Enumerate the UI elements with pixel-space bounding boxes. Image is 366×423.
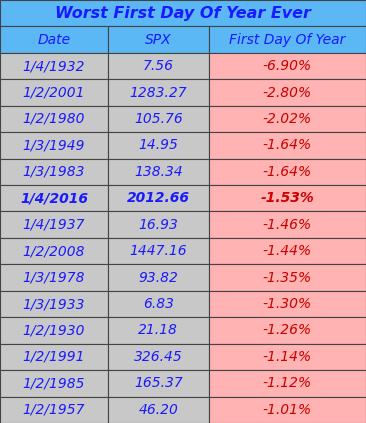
Text: -1.64%: -1.64% (263, 165, 312, 179)
Bar (108, 238, 209, 264)
Text: 46.20: 46.20 (138, 403, 178, 417)
Text: 2012.66: 2012.66 (127, 191, 190, 205)
Text: 105.76: 105.76 (134, 112, 183, 126)
Bar (209, 291, 366, 317)
Text: -2.80%: -2.80% (263, 85, 312, 99)
Bar (108, 291, 209, 317)
Bar (108, 106, 209, 132)
Text: 1/3/1983: 1/3/1983 (23, 165, 85, 179)
Bar (209, 264, 366, 291)
Bar (0, 317, 108, 343)
Bar (0, 370, 108, 397)
Bar (0, 106, 108, 132)
Text: 1/2/1980: 1/2/1980 (23, 112, 85, 126)
Text: -1.44%: -1.44% (263, 244, 312, 258)
Bar (0, 397, 108, 423)
Text: 326.45: 326.45 (134, 350, 183, 364)
Text: -1.01%: -1.01% (263, 403, 312, 417)
Text: 1/4/2016: 1/4/2016 (20, 191, 88, 205)
Text: 1/4/1932: 1/4/1932 (23, 59, 85, 73)
Bar (108, 317, 209, 343)
Text: -6.90%: -6.90% (263, 59, 312, 73)
Text: 1/2/1930: 1/2/1930 (23, 324, 85, 338)
Bar (209, 27, 366, 53)
Bar (0, 159, 108, 185)
Text: -1.30%: -1.30% (263, 297, 312, 311)
Bar (209, 238, 366, 264)
Bar (0, 27, 108, 53)
Text: 1/2/1991: 1/2/1991 (23, 350, 85, 364)
Text: 165.37: 165.37 (134, 376, 183, 390)
Text: Date: Date (37, 33, 71, 47)
Text: 138.34: 138.34 (134, 165, 183, 179)
Bar (209, 53, 366, 80)
Text: 1/2/1985: 1/2/1985 (23, 376, 85, 390)
Text: 14.95: 14.95 (138, 138, 178, 152)
Text: -1.46%: -1.46% (263, 218, 312, 232)
Text: 7.56: 7.56 (143, 59, 174, 73)
Text: 1/2/1957: 1/2/1957 (23, 403, 85, 417)
Text: 1/2/2008: 1/2/2008 (23, 244, 85, 258)
Text: 1447.16: 1447.16 (130, 244, 187, 258)
Bar (209, 159, 366, 185)
Text: -1.26%: -1.26% (263, 324, 312, 338)
Bar (108, 80, 209, 106)
Text: -1.14%: -1.14% (263, 350, 312, 364)
Bar (108, 27, 209, 53)
Text: 21.18: 21.18 (138, 324, 178, 338)
Text: 1/4/1937: 1/4/1937 (23, 218, 85, 232)
Bar (0, 264, 108, 291)
Bar (209, 317, 366, 343)
Bar (0, 0, 366, 27)
Bar (108, 53, 209, 80)
Text: -1.12%: -1.12% (263, 376, 312, 390)
Text: -2.02%: -2.02% (263, 112, 312, 126)
Bar (0, 132, 108, 159)
Bar (108, 370, 209, 397)
Text: First Day Of Year: First Day Of Year (229, 33, 346, 47)
Bar (108, 159, 209, 185)
Bar (209, 397, 366, 423)
Text: SPX: SPX (145, 33, 172, 47)
Bar (209, 185, 366, 212)
Text: 1/3/1933: 1/3/1933 (23, 297, 85, 311)
Bar (209, 80, 366, 106)
Bar (0, 343, 108, 370)
Bar (0, 238, 108, 264)
Text: 1/2/2001: 1/2/2001 (23, 85, 85, 99)
Bar (209, 212, 366, 238)
Text: -1.35%: -1.35% (263, 271, 312, 285)
Bar (0, 53, 108, 80)
Text: 1/3/1949: 1/3/1949 (23, 138, 85, 152)
Bar (108, 132, 209, 159)
Text: 1283.27: 1283.27 (130, 85, 187, 99)
Text: 93.82: 93.82 (138, 271, 178, 285)
Bar (108, 343, 209, 370)
Bar (0, 185, 108, 212)
Bar (108, 264, 209, 291)
Bar (108, 185, 209, 212)
Bar (209, 106, 366, 132)
Text: 1/3/1978: 1/3/1978 (23, 271, 85, 285)
Text: Worst First Day Of Year Ever: Worst First Day Of Year Ever (55, 6, 311, 21)
Bar (108, 212, 209, 238)
Text: -1.64%: -1.64% (263, 138, 312, 152)
Bar (209, 132, 366, 159)
Text: 16.93: 16.93 (138, 218, 178, 232)
Bar (0, 212, 108, 238)
Text: -1.53%: -1.53% (261, 191, 314, 205)
Bar (108, 397, 209, 423)
Bar (0, 80, 108, 106)
Bar (209, 343, 366, 370)
Bar (209, 370, 366, 397)
Text: 6.83: 6.83 (143, 297, 174, 311)
Bar (0, 291, 108, 317)
